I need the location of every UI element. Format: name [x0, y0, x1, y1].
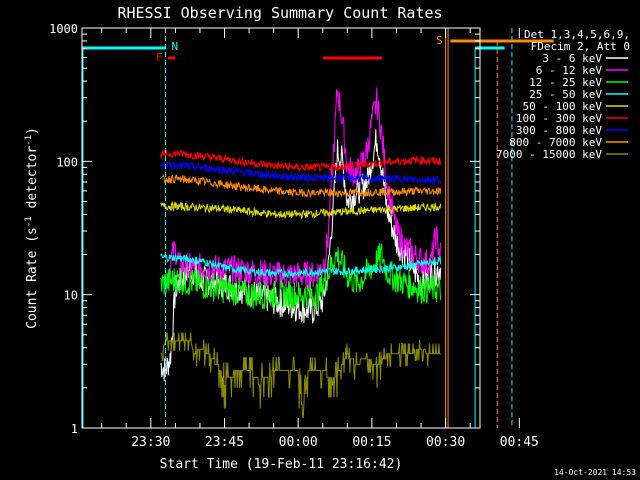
- saa-label: S: [436, 34, 443, 47]
- y-tick-label: 1000: [49, 22, 78, 36]
- legend-entry-label: 6 - 12 keV: [536, 64, 603, 77]
- x-tick-label: 23:45: [205, 435, 244, 450]
- series-line-3: [160, 253, 442, 279]
- series-line-1: [169, 87, 441, 290]
- series-line-5: [160, 149, 442, 172]
- chart-title: RHESSI Observing Summary Count Rates: [117, 4, 442, 22]
- legend-entry-label: 800 - 7000 keV: [509, 136, 602, 149]
- legend-entry-label: 300 - 800 keV: [516, 124, 602, 137]
- x-tick-label: 23:30: [131, 435, 170, 450]
- legend-entry-label: 7000 - 15000 keV: [496, 148, 602, 161]
- plot-frame: [81, 27, 481, 429]
- y-tick-label: 100: [56, 155, 78, 169]
- series-layer: [160, 87, 442, 418]
- series-line-8: [160, 332, 441, 418]
- x-tick-label: 00:00: [279, 435, 318, 450]
- series-line-4: [160, 201, 442, 219]
- series-line-6: [160, 159, 442, 185]
- legend: Det 1,3,4,5,6,9,FDecim 2, Att 03 - 6 keV…: [496, 28, 630, 161]
- legend-header: Det 1,3,4,5,6,9,: [524, 28, 630, 41]
- series-line-2: [160, 243, 442, 310]
- x-tick-label: 00:30: [426, 435, 465, 450]
- legend-entry-label: 25 - 50 keV: [529, 88, 602, 101]
- legend-entry-label: 100 - 300 keV: [516, 112, 602, 125]
- axis-layer: 1 10 100 1000 23:30 23:45 00:00 00:15 00:30 00:45: [49, 22, 539, 450]
- legend-header: FDecim 2, Att 0: [531, 40, 630, 53]
- legend-entry-label: 12 - 25 keV: [529, 76, 602, 89]
- x-tick-label: 00:45: [500, 435, 539, 450]
- x-axis-label: Start Time (19-Feb-11 23:16:42): [160, 457, 403, 472]
- series-line-0: [160, 129, 442, 382]
- y-tick-label: 10: [64, 289, 78, 303]
- timestamp: 14-Oct-2021 14:53: [554, 468, 636, 477]
- night-label: N: [172, 40, 179, 53]
- flare-label: F: [156, 51, 163, 64]
- y-tick-label: 1: [71, 422, 78, 436]
- series-line-7: [160, 174, 442, 199]
- x-tick-label: 00:15: [352, 435, 391, 450]
- y-axis-label: Count Rate (s-1 detector-1): [24, 127, 40, 329]
- legend-entry-label: 3 - 6 keV: [542, 52, 602, 65]
- legend-entry-label: 50 - 100 keV: [523, 100, 603, 113]
